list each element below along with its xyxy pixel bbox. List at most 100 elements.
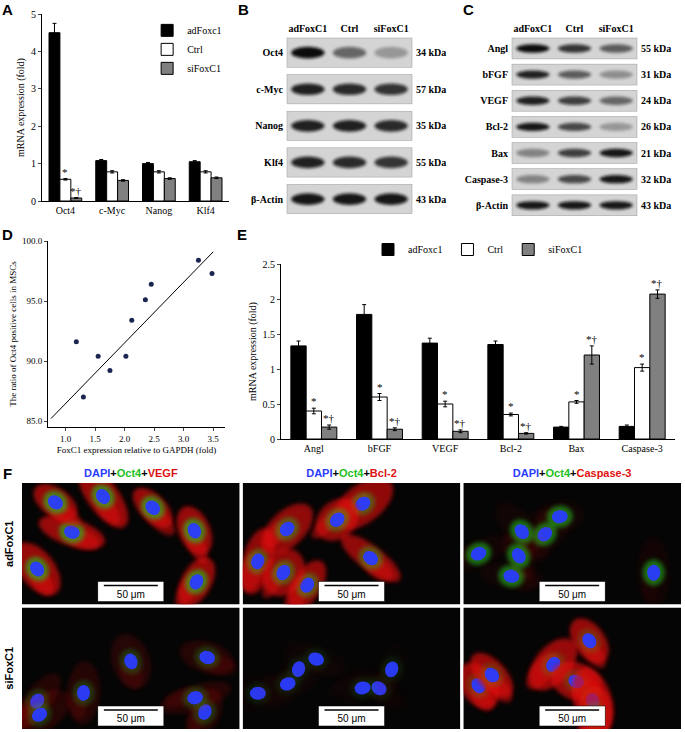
svg-text:50 μm: 50 μm	[558, 713, 586, 724]
svg-text:24 kDa: 24 kDa	[641, 95, 671, 106]
svg-text:50 μm: 50 μm	[117, 713, 145, 724]
svg-text:*†: *†	[651, 277, 663, 289]
svg-text:C: C	[463, 1, 474, 18]
svg-text:FoxC1 expression relative to G: FoxC1 expression relative to GAPDH (fold…	[57, 445, 217, 455]
svg-text:57 kDa: 57 kDa	[416, 84, 446, 95]
svg-text:Oct4: Oct4	[56, 205, 75, 216]
svg-text:5: 5	[31, 9, 36, 20]
svg-text:mRNA expression (fold): mRNA expression (fold)	[247, 302, 259, 401]
svg-text:95.0: 95.0	[26, 296, 42, 306]
svg-text:DAPI+Oct4+Bcl-2: DAPI+Oct4+Bcl-2	[306, 467, 397, 479]
svg-text:43 kDa: 43 kDa	[416, 194, 446, 205]
svg-text:mRNA expression (fold): mRNA expression (fold)	[15, 58, 27, 157]
svg-text:DAPI+Oct4+Caspase-3: DAPI+Oct4+Caspase-3	[513, 467, 632, 479]
svg-text:Bcl-2: Bcl-2	[500, 443, 522, 454]
svg-text:*: *	[442, 388, 448, 400]
svg-text:3.5: 3.5	[208, 434, 220, 444]
svg-text:55 kDa: 55 kDa	[416, 157, 446, 168]
svg-text:2.5: 2.5	[263, 259, 276, 270]
svg-text:35 kDa: 35 kDa	[416, 120, 446, 131]
svg-text:50 μm: 50 μm	[117, 589, 145, 600]
svg-text:0: 0	[270, 434, 275, 445]
svg-text:c-Myc: c-Myc	[99, 205, 126, 216]
svg-text:2.5: 2.5	[149, 434, 161, 444]
svg-text:The ratio of Oct4 positive cel: The ratio of Oct4 positive cells in MSCs	[8, 261, 18, 407]
svg-text:100.0: 100.0	[22, 236, 43, 246]
svg-text:Angl: Angl	[487, 43, 508, 54]
svg-text:Caspase-3: Caspase-3	[622, 443, 663, 454]
svg-text:adFoxC1: adFoxC1	[288, 23, 327, 34]
svg-text:*†: *†	[70, 185, 82, 197]
svg-text:43 kDa: 43 kDa	[641, 200, 671, 211]
svg-text:2: 2	[31, 121, 36, 132]
svg-text:*: *	[62, 166, 68, 178]
svg-text:VEGF: VEGF	[432, 443, 459, 454]
svg-text:31 kDa: 31 kDa	[641, 69, 671, 80]
svg-text:Ctrl: Ctrl	[341, 23, 359, 34]
svg-text:β-Actin: β-Actin	[251, 194, 283, 205]
svg-text:1.0: 1.0	[60, 434, 72, 444]
svg-text:34 kDa: 34 kDa	[416, 47, 446, 58]
svg-text:2.0: 2.0	[119, 434, 131, 444]
svg-text:*: *	[311, 395, 317, 407]
svg-text:32 kDa: 32 kDa	[641, 174, 671, 185]
svg-text:bFGF: bFGF	[482, 69, 508, 80]
svg-text:50 μm: 50 μm	[558, 589, 586, 600]
svg-text:*†: *†	[586, 333, 598, 345]
svg-text:β-Actin: β-Actin	[476, 200, 508, 211]
svg-text:siFoxC1: siFoxC1	[374, 23, 409, 34]
svg-text:90.0: 90.0	[26, 356, 42, 366]
svg-text:26 kDa: 26 kDa	[641, 121, 671, 132]
svg-text:siFoxC1: siFoxC1	[3, 647, 15, 690]
svg-text:Nanog: Nanog	[146, 205, 173, 216]
svg-text:VEGF: VEGF	[480, 95, 508, 106]
svg-text:*: *	[377, 381, 383, 393]
svg-text:*†: *†	[389, 415, 401, 427]
svg-text:Bax: Bax	[491, 148, 508, 159]
svg-text:2: 2	[270, 294, 275, 305]
svg-text:bFGF: bFGF	[368, 443, 392, 454]
svg-text:*: *	[574, 388, 580, 400]
svg-text:siFoxC1: siFoxC1	[548, 244, 582, 255]
svg-text:*†: *†	[520, 420, 532, 432]
svg-text:Bcl-2: Bcl-2	[486, 121, 508, 132]
svg-text:50 μm: 50 μm	[338, 589, 366, 600]
svg-text:Bax: Bax	[568, 443, 584, 454]
svg-text:55 kDa: 55 kDa	[641, 43, 671, 54]
svg-text:1.5: 1.5	[263, 329, 276, 340]
svg-text:Ctrl: Ctrl	[566, 23, 584, 34]
svg-text:4: 4	[31, 46, 36, 57]
svg-text:DAPI+Oct4+VEGF: DAPI+Oct4+VEGF	[84, 467, 178, 479]
svg-text:siFoxC1: siFoxC1	[187, 63, 221, 74]
svg-text:1: 1	[31, 158, 36, 169]
svg-text:B: B	[238, 1, 249, 18]
svg-text:c-Myc: c-Myc	[256, 84, 283, 95]
svg-text:21 kDa: 21 kDa	[641, 148, 671, 159]
svg-text:siFoxC1: siFoxC1	[599, 23, 634, 34]
svg-text:3.0: 3.0	[178, 434, 190, 444]
svg-text:adFoxC1: adFoxC1	[3, 521, 15, 567]
svg-text:Angl: Angl	[304, 443, 324, 454]
svg-text:Klf4: Klf4	[264, 157, 283, 168]
svg-text:*: *	[639, 351, 645, 363]
svg-text:Ctrl: Ctrl	[187, 44, 203, 55]
svg-text:50 μm: 50 μm	[338, 713, 366, 724]
svg-text:F: F	[3, 465, 12, 482]
svg-text:1.5: 1.5	[90, 434, 102, 444]
svg-text:adFoxc1: adFoxc1	[408, 244, 442, 255]
svg-text:Oct4: Oct4	[262, 47, 283, 58]
svg-text:*†: *†	[323, 412, 335, 424]
svg-text:Ctrl: Ctrl	[487, 244, 503, 255]
svg-text:*†: *†	[454, 417, 466, 429]
svg-text:Klf4: Klf4	[196, 205, 214, 216]
svg-text:Nanog: Nanog	[255, 120, 283, 131]
svg-text:85.0: 85.0	[26, 416, 42, 426]
svg-text:0: 0	[31, 196, 36, 207]
svg-text:3: 3	[31, 83, 36, 94]
svg-text:1: 1	[270, 364, 275, 375]
svg-text:0.5: 0.5	[263, 399, 276, 410]
svg-text:adFoxC1: adFoxC1	[513, 23, 552, 34]
svg-text:Caspase-3: Caspase-3	[465, 174, 508, 185]
svg-text:*: *	[508, 400, 514, 412]
svg-text:adFoxc1: adFoxc1	[187, 25, 221, 36]
